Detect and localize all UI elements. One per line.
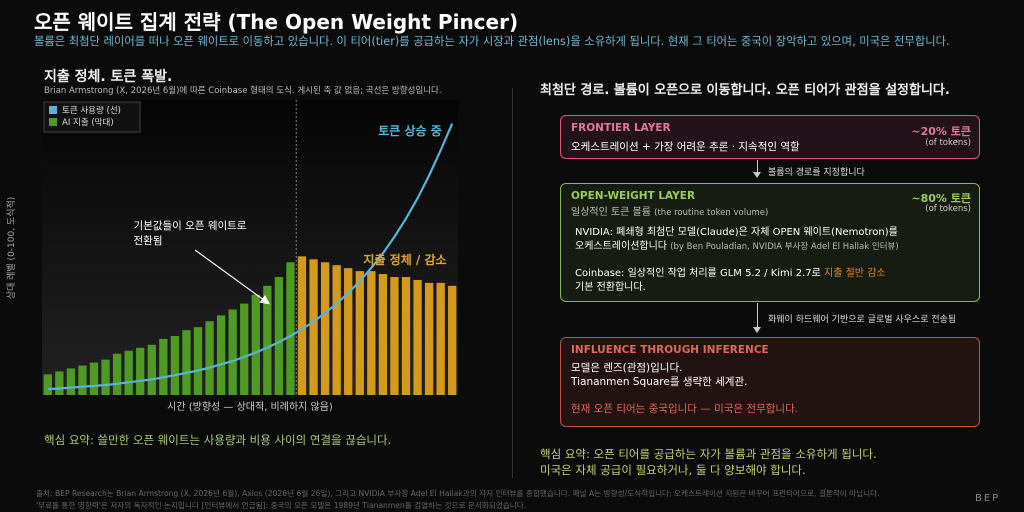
bar bbox=[147, 344, 156, 395]
title: 오픈 웨이트 집계 전략 (The Open Weight Pincer) bbox=[34, 10, 519, 34]
left-heading: 지출 정체. 토큰 폭발. bbox=[44, 69, 173, 85]
bar bbox=[274, 277, 284, 395]
bar bbox=[182, 330, 191, 395]
right-takeaway: 핵심 요약: 오픈 티어를 공급하는 자가 볼륨과 관점을 소유하게 됩니다. bbox=[540, 447, 877, 461]
open-weight-layer: OPEN-WEIGHT LAYER 일상적인 토큰 볼륨 (the routin… bbox=[560, 183, 980, 302]
layer-share-note: (of tokens) bbox=[925, 204, 971, 214]
plot-area bbox=[42, 100, 458, 395]
nvidia-line: 오케스트레이션합니다 (by Ben Pouladian, NVIDIA 부사장… bbox=[575, 237, 899, 252]
arrow-head bbox=[753, 172, 761, 178]
bar bbox=[390, 277, 399, 395]
arrow bbox=[757, 160, 758, 174]
legend bbox=[43, 101, 141, 133]
layer-title: INFLUENCE THROUGH INFERENCE bbox=[571, 344, 769, 356]
bar bbox=[78, 365, 87, 395]
highlight: 지출 절반 감소 bbox=[824, 268, 886, 279]
bar bbox=[228, 309, 237, 395]
legend-label: 토큰 사용량 (선) bbox=[62, 105, 121, 116]
bar bbox=[159, 338, 168, 395]
bar bbox=[136, 347, 145, 395]
bar bbox=[286, 262, 295, 395]
layer-body: 모델은 렌즈(관점)입니다. bbox=[571, 362, 683, 374]
arrow bbox=[757, 303, 758, 329]
coinbase-line: Coinbase: 일상적인 작업 처리를 GLM 5.2 / Kimi 2.7… bbox=[575, 264, 886, 279]
bar bbox=[378, 274, 388, 395]
chart: 토큰 상승 중 지출 정체 / 감소 기본값들이 오픈 웨이트로 전환됨 상대 … bbox=[5, 100, 458, 413]
coinbase-line: 기본 전환합니다. bbox=[575, 282, 646, 293]
bar bbox=[43, 374, 52, 395]
y-axis-label: 상대 레벨 (0-100, 도식적) bbox=[5, 197, 17, 300]
bar bbox=[401, 277, 411, 395]
arrow-label: 화웨이 하드웨어 기반으로 글로벌 사우스로 전송됨 bbox=[768, 315, 957, 325]
annotation: 전환됨 bbox=[134, 235, 163, 247]
layer-share: ~80% 토큰 bbox=[911, 192, 971, 205]
right-heading: 최첨단 경로. 볼륨이 오픈으로 이동합니다. 오픈 티어가 관점을 설정합니다… bbox=[540, 83, 950, 98]
layer-title: OPEN-WEIGHT LAYER bbox=[571, 190, 696, 202]
divider bbox=[512, 88, 513, 478]
bar bbox=[344, 268, 353, 395]
x-axis-label: 시간 (방향성 — 상대적, 비례하지 않음) bbox=[167, 400, 333, 413]
influence-layer: INFLUENCE THROUGH INFERENCE 모델은 렌즈(관점)입니… bbox=[560, 337, 980, 427]
text: 일상적인 토큰 볼륨 bbox=[571, 207, 651, 218]
bar bbox=[55, 371, 64, 395]
bar bbox=[355, 271, 364, 395]
bar bbox=[320, 262, 330, 395]
left-takeaway: 핵심 요약: 쓸만한 오픈 웨이트는 사용량과 비용 사이의 연결을 끊습니다. bbox=[44, 433, 392, 447]
bar bbox=[251, 294, 260, 395]
bar bbox=[240, 303, 249, 395]
left-caption: Brian Armstrong (X, 2026년 6월)에 따른 Coinba… bbox=[44, 86, 442, 96]
layer-title: FRONTIER LAYER bbox=[571, 122, 671, 134]
bar bbox=[309, 259, 318, 395]
annotation: 지출 정체 / 감소 bbox=[363, 252, 446, 267]
layer-subtitle: 일상적인 토큰 볼륨 (the routine token volume) bbox=[571, 203, 768, 218]
bar bbox=[436, 282, 445, 395]
bar bbox=[112, 353, 122, 395]
legend-swatch bbox=[49, 106, 57, 114]
footer: '무료를 통한 영향력'은 저자의 독자적인 논지입니다 [인터뷰에서 언급됨]… bbox=[36, 501, 527, 510]
bar bbox=[66, 368, 76, 395]
line bbox=[47, 123, 454, 391]
bar bbox=[367, 271, 376, 395]
bar bbox=[297, 256, 307, 395]
annotation-arrow bbox=[194, 249, 270, 305]
layer-share-note: (of tokens) bbox=[925, 138, 971, 148]
footer: 출처: BEP Research는 Brian Armstrong (X, 20… bbox=[36, 489, 880, 498]
bar bbox=[448, 285, 457, 395]
layer-share: ~20% 토큰 bbox=[911, 125, 971, 138]
text: Coinbase: 일상적인 작업 처리를 GLM 5.2 / Kimi 2.7… bbox=[575, 268, 821, 279]
layer-body: Tiananmen Square를 생략한 세계관. bbox=[571, 376, 748, 388]
frontier-layer: FRONTIER LAYER ~20% 토큰 (of tokens) 오케스트레… bbox=[560, 115, 980, 159]
bar bbox=[332, 265, 341, 395]
bar bbox=[101, 359, 110, 395]
bar bbox=[263, 285, 272, 395]
right-takeaway: 미국은 자체 공급이 필요하거나, 둘 다 양보해야 합니다. bbox=[540, 463, 806, 477]
arrow-head bbox=[753, 327, 761, 333]
nvidia-line: NVIDIA: 폐쇄형 최첨단 모델(Claude)은 자체 OPEN 웨이트(… bbox=[575, 227, 898, 238]
legend-swatch bbox=[49, 118, 57, 126]
layer-conclusion: 현재 오픈 티어는 중국입니다 — 미국은 전무합니다. bbox=[571, 403, 799, 415]
text: 오케스트레이션합니다 bbox=[575, 241, 667, 252]
text: (the routine token volume) bbox=[654, 208, 769, 218]
bar bbox=[170, 336, 180, 395]
legend-label: AI 지출 (막대) bbox=[62, 117, 114, 128]
bar bbox=[424, 282, 434, 395]
logo: BEP bbox=[975, 493, 1001, 504]
bar bbox=[413, 279, 422, 395]
bar bbox=[124, 350, 133, 395]
arrow-label: 볼륨의 경로를 지정합니다 bbox=[768, 168, 865, 178]
subtitle: 볼륨은 최첨단 레이어를 떠나 오픈 웨이트로 이동하고 있습니다. 이 티어(… bbox=[34, 35, 950, 48]
bar bbox=[89, 362, 99, 395]
annotation: 토큰 상승 중 bbox=[378, 123, 442, 138]
bar bbox=[205, 321, 214, 395]
annotation: 기본값들이 오픈 웨이트로 bbox=[134, 220, 247, 232]
bar bbox=[216, 315, 226, 395]
source: (by Ben Pouladian, NVIDIA 부사장 Adel El Ha… bbox=[670, 242, 899, 252]
bar bbox=[193, 327, 203, 395]
layer-body: 오케스트레이션 + 가장 어려운 추론 · 지속적인 역할 bbox=[571, 141, 800, 153]
